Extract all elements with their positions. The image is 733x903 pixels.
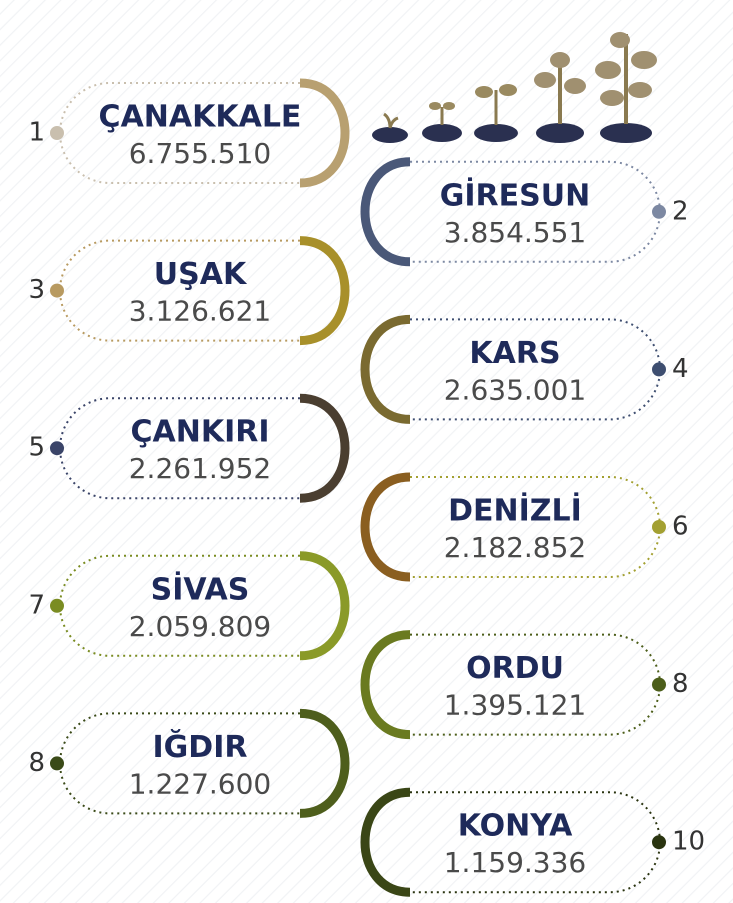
city-name: ÇANKIRI [130,415,269,450]
rank: 5 [28,433,45,463]
rank: 6 [672,512,689,542]
city-name: ORDU [466,651,564,686]
rank-dot [652,677,666,692]
spine-arc [299,236,350,346]
rank-dot [50,126,64,140]
rank-dot [50,441,64,456]
spine-arc [299,78,350,188]
city-value: 3.854.551 [444,216,587,249]
city-name: SİVAS [151,571,250,607]
rank: 8 [672,669,689,699]
rank-dot [652,835,666,850]
spine-arc [360,630,411,740]
rank-dot [652,204,666,219]
rank-dot [50,598,64,613]
spine-arc [299,393,350,503]
spine-arc [299,708,350,818]
city-value: 1.159.336 [444,846,587,879]
spine-arc [360,787,411,897]
city-name: ÇANAKKALE [99,100,302,135]
city-name: IĞDIR [153,728,248,765]
city-name: KARS [469,336,560,371]
spine-arc [299,551,350,661]
rank: 4 [672,354,689,384]
city-name: UŞAK [154,257,248,292]
city-value: 1.395.121 [444,689,587,722]
city-value: 3.126.621 [129,295,272,328]
plants [372,32,657,143]
rank-dot [652,362,666,377]
spine-arc [360,472,411,582]
city-name: GİRESUN [440,177,590,213]
rank: 3 [28,275,45,305]
city-value: 2.261.952 [129,452,272,485]
city-value: 2.059.809 [129,610,272,643]
rank-dot [50,756,64,771]
city-name: KONYA [458,809,573,844]
rank: 8 [28,748,45,778]
city-value: 1.227.600 [129,767,272,800]
rank: 1 [28,118,45,148]
city-value: 2.182.852 [444,531,587,564]
rank: 2 [672,196,689,226]
rank: 10 [672,827,705,857]
city-name: DENİZLİ [448,493,582,529]
rank: 7 [28,590,45,620]
city-value: 6.755.510 [129,137,272,170]
rank-dot [652,520,666,534]
city-value: 2.635.001 [444,373,587,406]
rank-dot [50,283,64,298]
spine-arc [360,157,411,267]
spine-arc [360,314,411,424]
